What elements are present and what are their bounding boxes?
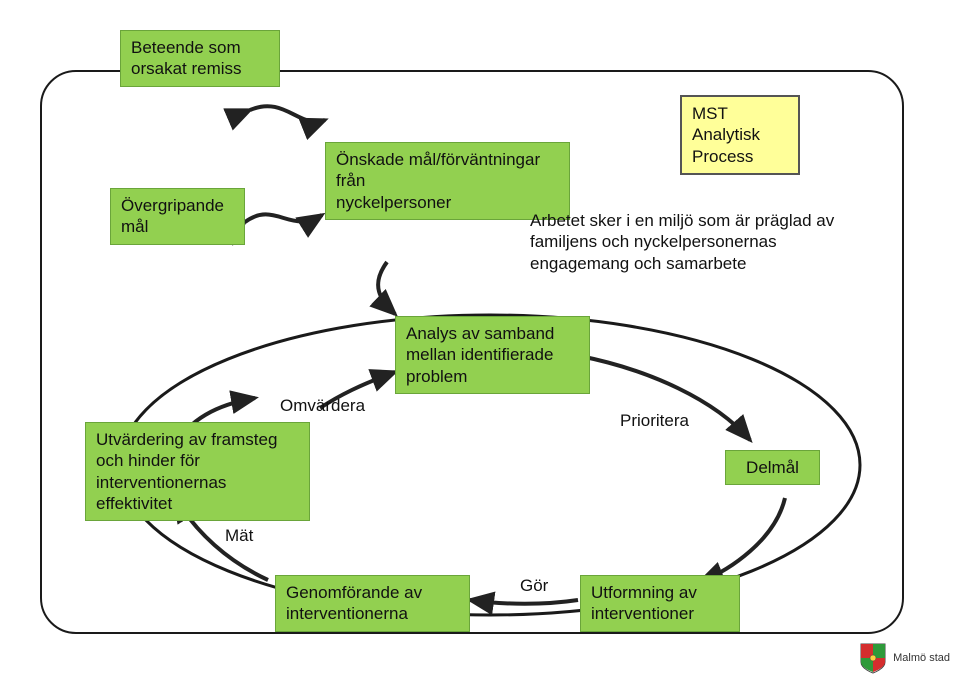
box-overall-goals: Övergripande mål [110,188,245,245]
label-prioritize: Prioritera [620,410,689,431]
label-measure: Mät [225,525,253,546]
text-environment: Arbetet sker i en miljö som är präglad a… [530,210,890,274]
stage: Beteende som orsakat remiss Övergripande… [0,0,960,682]
box-evaluation: Utvärdering av framsteg och hinder för i… [85,422,310,521]
box-implementation: Genomförande av interventionerna [275,575,470,632]
box-analysis: Analys av samband mellan identifierade p… [395,316,590,394]
box-subgoals: Delmål [725,450,820,485]
label-do: Gör [520,575,548,596]
footer-logo: Malmö stad [859,642,950,674]
footer-brand: Malmö stad [893,652,950,664]
label-reevaluate: Omvärdera [280,395,365,416]
box-expectations: Önskade mål/förväntningar från nyckelper… [325,142,570,220]
shield-icon [859,642,887,674]
box-behaviour: Beteende som orsakat remiss [120,30,280,87]
box-mst-process: MST Analytisk Process [680,95,800,175]
box-design: Utformning av interventioner [580,575,740,632]
